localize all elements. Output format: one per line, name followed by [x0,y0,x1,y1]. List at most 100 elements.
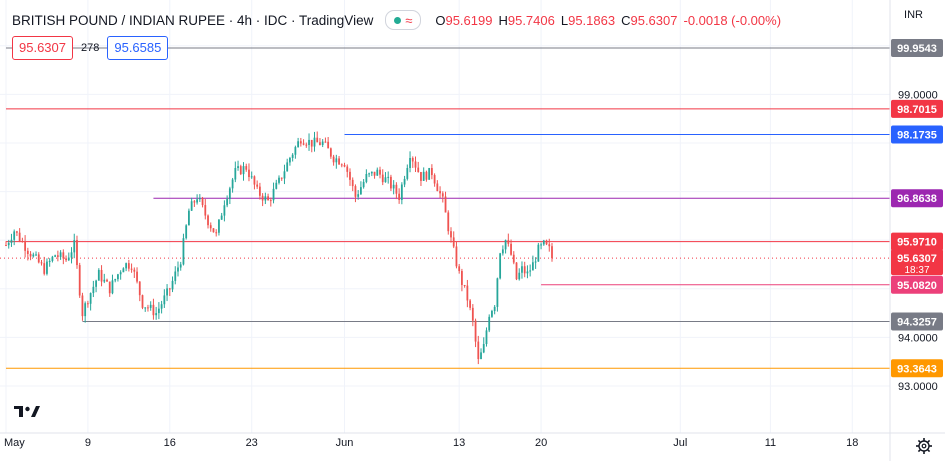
candle-body [106,279,108,282]
last-price-tag [891,249,943,276]
candle-body [67,257,70,261]
level-price-label: 95.9710 [897,237,937,249]
candle-body [5,245,7,247]
candle-body [177,267,179,272]
candle-body [542,240,545,245]
candle-body [346,166,349,172]
candle-body [193,201,196,203]
candle-body [168,288,171,290]
symbol-title[interactable]: BRITISH POUND / INDIAN RUPEE · 4h · IDC … [12,12,374,28]
candle-body [504,240,507,250]
time-axis[interactable]: May 9 16 23 Jun 13 20 Jul 11 18 [4,437,858,449]
candle-body [272,188,275,201]
candle-body [327,141,330,149]
settings-gear-icon[interactable] [916,438,932,454]
candle-body [207,215,209,226]
candles [5,131,553,365]
candle-body [534,261,537,263]
candle-body [422,171,425,181]
candle-body [466,285,469,301]
candle-body [157,308,160,314]
candle-body [381,174,384,183]
candle-body [253,176,256,185]
last-price-label: 95.6307 [897,253,937,265]
candle-body [250,176,253,178]
sell-price-button[interactable]: 95.6307 [12,36,73,60]
ohlc-low-key: L [560,12,569,28]
candle-body [242,166,245,175]
candle-body [261,195,264,201]
candle-body [510,243,512,255]
level-price-tag [891,99,943,118]
x-tick-label: 20 [535,437,547,449]
candle-body [234,168,237,180]
candle-body [100,269,103,282]
candle-body [24,241,27,251]
candle-body [518,272,521,280]
candle-body [248,169,250,177]
candle-body [264,196,267,201]
candle-body [212,228,215,233]
candle-body [65,258,67,261]
candle-body [43,263,46,274]
level-price-tag [891,39,943,57]
candle-body [392,184,395,189]
candle-body [70,252,73,258]
level-price-tag [891,189,943,208]
ohlc-open-value: 95.6199 [445,12,493,28]
grid [0,0,890,433]
candle-body [26,250,29,254]
candle-body [185,225,188,239]
candle-body [512,254,515,263]
candle-body [56,255,59,257]
candle-body [133,269,136,272]
candle-body [430,168,433,176]
level-price-tag [891,125,943,144]
candle-body [390,176,392,189]
x-tick-label: Jul [673,437,687,449]
buy-price-button[interactable]: 95.6585 [107,36,169,60]
candle-body [62,252,65,259]
y-tick-label: 99.0000 [898,89,938,101]
candle-body [76,240,78,266]
currency-label[interactable]: INR [904,9,923,21]
candle-body [196,199,198,203]
candle-body [452,237,455,247]
candle-body [463,284,466,286]
candle-body [529,270,532,272]
candle-body [499,253,502,279]
candle-body [16,231,18,233]
candle-body [174,271,177,281]
candle-body [204,205,207,216]
candle-body [308,139,310,145]
ohlc-close-key: C [621,12,631,28]
candle-body [531,262,534,271]
candle-body [155,313,158,316]
level-price-label: 93.3643 [897,363,937,375]
level-price-label: 99.9543 [897,43,937,55]
level-price-tag [891,312,943,331]
candle-body [409,158,411,169]
x-tick-label: 11 [765,437,776,449]
candle-body [299,141,302,144]
candle-body [122,268,125,273]
candle-body [302,143,305,145]
candle-body [220,215,223,220]
market-status-pill[interactable]: ≈ [385,10,422,30]
candle-body [398,193,401,200]
level-price-label: 98.7015 [897,104,937,116]
tradingview-logo-icon[interactable] [14,403,42,419]
candle-body [289,157,291,163]
candle-body [108,281,111,294]
candle-body [526,271,529,274]
wave-icon: ≈ [405,12,413,28]
candle-body [324,141,327,143]
candle-body [496,278,499,307]
candle-body [51,256,54,261]
candle-body [188,210,190,226]
candle-body [501,249,504,254]
price-axis[interactable]: 93.0000 94.0000 99.0000 [898,89,938,393]
candle-body [521,266,523,273]
candle-body [18,232,21,242]
